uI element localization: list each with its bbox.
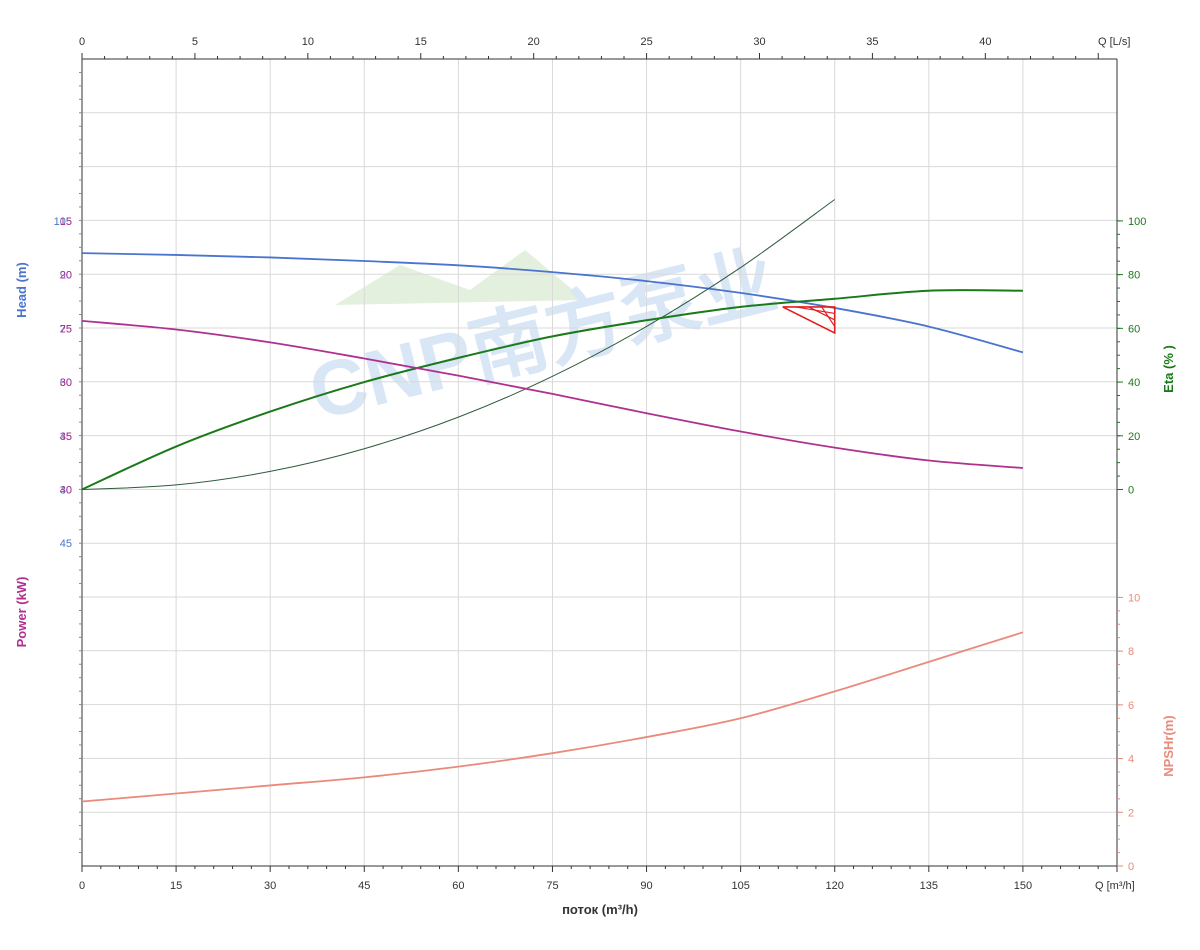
power-axis-title: Power (kW)	[14, 577, 29, 648]
x-top-tick-label: 10	[302, 36, 314, 48]
npsh-tick-label: 8	[1128, 646, 1134, 658]
series-npsh-line	[81, 631, 1024, 803]
x-bottom-tick-label: 30	[264, 880, 276, 892]
eta-tick-label: 40	[1128, 377, 1140, 389]
power-tick-label: 25	[60, 323, 72, 335]
npsh-tick-label: 6	[1128, 700, 1134, 712]
x-bottom-tick-label: 150	[1014, 880, 1032, 892]
eta-tick-label: 100	[1128, 216, 1146, 228]
head-tick-label: 45	[60, 431, 72, 443]
eta-tick-label: 60	[1128, 323, 1140, 335]
head-tick-label: 90	[60, 270, 72, 282]
x-bottom-tick-label: 45	[358, 880, 370, 892]
x-axis-title: поток (m³/h)	[562, 902, 638, 917]
x-bottom-tick-label: 120	[826, 880, 844, 892]
eta-axis-title: Eta (% )	[1161, 345, 1176, 393]
x-bottom-tick-label: 60	[452, 880, 464, 892]
power-tick-label: 40	[60, 485, 72, 497]
npsh-tick-label: 4	[1128, 754, 1134, 766]
operating-point-marker	[782, 306, 836, 335]
x-bottom-tick-label: 15	[170, 880, 182, 892]
head-tick-label: 45	[60, 538, 72, 550]
npsh-tick-label: 10	[1128, 592, 1140, 604]
power-tick-label: 15	[60, 216, 72, 228]
x-bottom-tick-label: 90	[640, 880, 652, 892]
watermark-logo-shape	[335, 250, 585, 305]
power-tick-label: 20	[60, 270, 72, 282]
series-power-line	[81, 319, 1023, 469]
eta-tick-label: 20	[1128, 431, 1140, 443]
power-tick-label: 35	[60, 431, 72, 443]
operating-point-hatch	[821, 306, 836, 327]
x-top-tick-label: 0	[79, 36, 85, 48]
x-top-tick-label: 40	[979, 36, 991, 48]
npsh-tick-label: 2	[1128, 807, 1134, 819]
x-bottom-tick-label: 105	[731, 880, 749, 892]
npsh-tick-label: 0	[1128, 861, 1134, 873]
eta-tick-label: 0	[1128, 485, 1134, 497]
x-top-tick-label: 30	[753, 36, 765, 48]
x-top-tick-label: 20	[528, 36, 540, 48]
axes	[79, 53, 1123, 872]
power-tick-label: 30	[60, 377, 72, 389]
series-head-line	[81, 252, 1024, 354]
head-axis-title: Head (m)	[14, 262, 29, 318]
series-eta-line	[81, 289, 1023, 491]
head-tick-label: 105	[54, 216, 72, 228]
operating-point-triangle	[782, 306, 836, 335]
x-top-tick-label: 5	[192, 36, 198, 48]
x-unit-top-label: Q [L/s]	[1098, 36, 1130, 48]
series-system-line	[81, 199, 836, 490]
series-lines	[81, 199, 1024, 803]
npsh-axis-title: NPSHr(m)	[1161, 715, 1176, 776]
x-bottom-tick-label: 75	[546, 880, 558, 892]
x-top-tick-label: 25	[640, 36, 652, 48]
x-top-tick-label: 35	[866, 36, 878, 48]
head-tick-label: 30	[60, 485, 72, 497]
x-bottom-tick-label: 0	[79, 880, 85, 892]
eta-tick-label: 80	[1128, 270, 1140, 282]
grid	[81, 58, 1118, 867]
x-top-tick-label: 15	[415, 36, 427, 48]
head-tick-label: 60	[60, 377, 72, 389]
x-bottom-tick-label: 135	[920, 880, 938, 892]
watermark: CNP南方泵业	[301, 236, 785, 437]
x-unit-bottom-label: Q [m³/h]	[1095, 880, 1135, 892]
head-tick-label: 75	[60, 323, 72, 335]
operating-point-hatch	[808, 306, 835, 321]
